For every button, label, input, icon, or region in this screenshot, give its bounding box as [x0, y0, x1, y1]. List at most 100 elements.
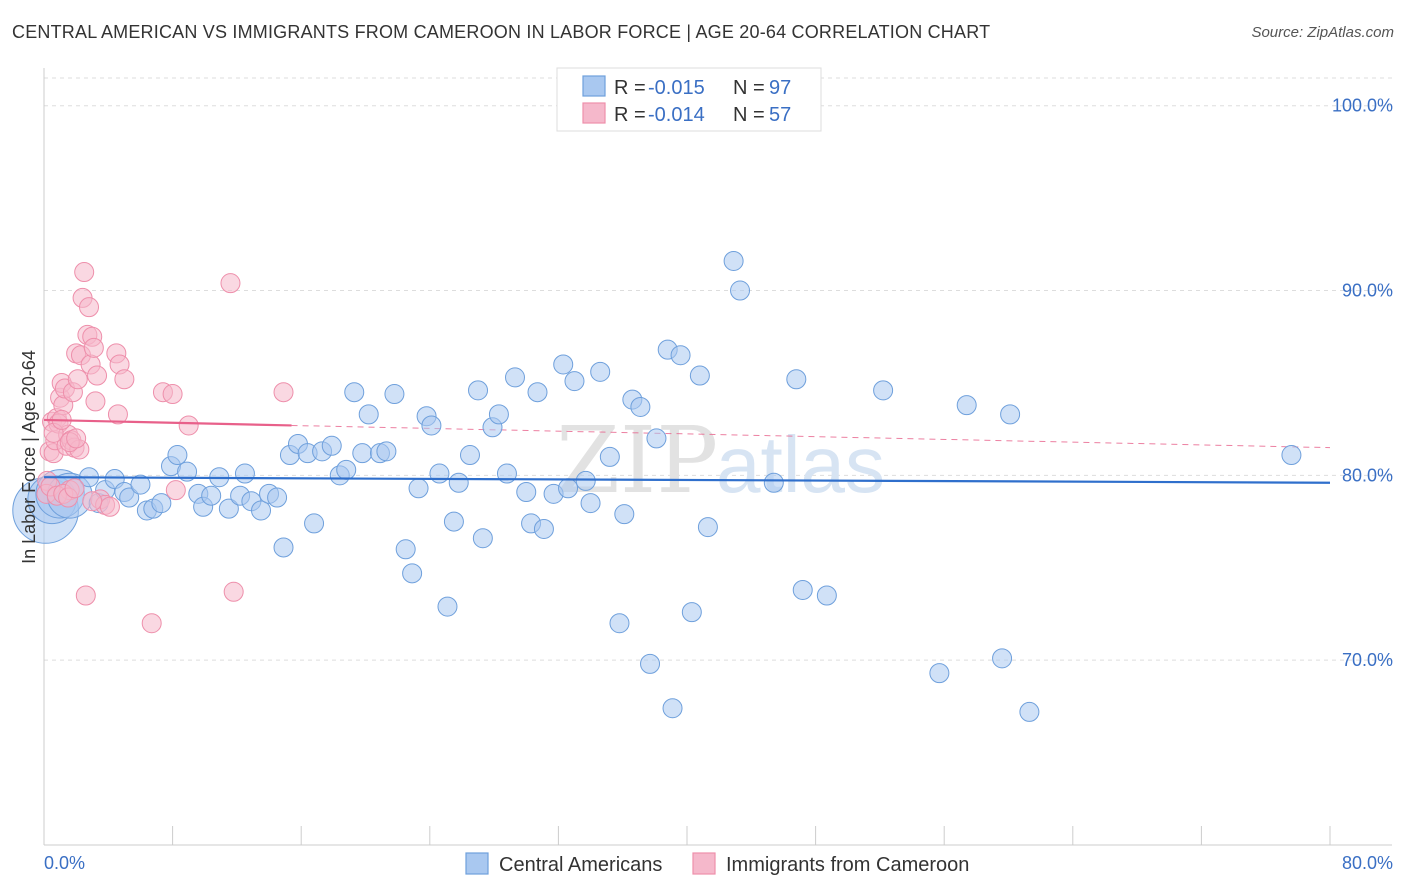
point-series0-93 — [1000, 404, 1021, 425]
point-series0-10 — [130, 474, 151, 495]
point-series1-41 — [165, 480, 186, 501]
legend-swatch-central-americans — [465, 852, 489, 875]
point-series0-62 — [533, 518, 554, 539]
series-legend: Central Americans Immigrants from Camero… — [465, 852, 969, 876]
trend-solid — [43, 418, 1331, 484]
point-series1-51 — [64, 478, 85, 499]
point-series0-84 — [730, 280, 751, 301]
point-series0-85 — [763, 472, 784, 493]
point-series0-67 — [575, 470, 596, 491]
point-series0-66 — [564, 371, 585, 392]
point-series0-53 — [468, 380, 489, 401]
point-series0-45 — [408, 478, 429, 499]
point-series0-69 — [590, 361, 611, 382]
point-series0-90 — [929, 663, 950, 684]
stats-legend: R = -0.015 N = 97 R = -0.014 N = 57 — [556, 67, 822, 132]
point-series1-33 — [99, 496, 120, 517]
point-series0-65 — [558, 478, 579, 499]
point-series0-83 — [723, 250, 744, 271]
point-series0-56 — [488, 404, 509, 425]
point-series0-79 — [670, 345, 691, 366]
grid — [44, 77, 1392, 661]
point-series0-21 — [218, 498, 239, 519]
point-series1-42 — [178, 415, 199, 436]
point-series0-68 — [580, 493, 601, 514]
point-series0-59 — [516, 481, 537, 502]
watermark-zip: ZIP — [556, 407, 718, 514]
point-series0-19 — [201, 485, 222, 506]
point-series0-9 — [119, 487, 140, 508]
point-series1-28 — [83, 337, 104, 358]
points — [12, 250, 1302, 722]
stats-legend-n-label-pink: N = — [733, 104, 765, 126]
point-series0-72 — [614, 504, 635, 525]
point-series0-76 — [646, 428, 667, 449]
point-series0-38 — [352, 443, 373, 464]
stats-legend-swatch-pink — [582, 102, 606, 124]
point-series0-27 — [267, 487, 288, 508]
trend-line-series1 — [43, 418, 292, 427]
point-series1-22 — [74, 262, 95, 283]
legend-label-central-americans: Central Americans — [499, 854, 662, 876]
y-tick-label-70: 70.0% — [1342, 650, 1393, 670]
stats-legend-r-label-pink: R = — [614, 104, 646, 126]
point-series0-48 — [429, 463, 450, 484]
point-series1-43 — [220, 273, 241, 294]
point-series0-91 — [956, 395, 977, 416]
point-series1-30 — [87, 365, 108, 386]
stats-legend-n-value-pink: 57 — [769, 104, 791, 126]
point-series1-18 — [67, 369, 88, 390]
point-series0-89 — [873, 380, 894, 401]
point-series0-52 — [459, 445, 480, 466]
point-series1-44 — [223, 581, 244, 602]
point-series1-29 — [85, 391, 106, 412]
point-series0-92 — [992, 648, 1013, 669]
trend-dashed — [291, 424, 1331, 449]
legend-label-immigrants-from-cameroon: Immigrants from Cameroon — [726, 854, 969, 876]
point-series0-87 — [792, 579, 813, 600]
point-series0-50 — [443, 511, 464, 532]
point-series1-37 — [114, 369, 135, 390]
point-series0-74 — [630, 396, 651, 417]
point-series0-23 — [234, 463, 255, 484]
point-series0-82 — [697, 517, 718, 538]
point-series1-35 — [107, 404, 128, 425]
point-series0-37 — [344, 382, 365, 403]
point-series0-34 — [321, 435, 342, 456]
point-series0-70 — [599, 446, 620, 467]
point-series0-28 — [273, 537, 294, 558]
stats-legend-n-value-blue: 97 — [769, 77, 791, 99]
point-series0-94 — [1019, 701, 1040, 722]
point-series0-75 — [640, 653, 661, 674]
point-series1-45 — [273, 382, 294, 403]
point-series0-58 — [504, 367, 525, 388]
point-series1-56 — [66, 428, 87, 449]
point-series0-36 — [336, 459, 357, 480]
point-series0-47 — [421, 415, 442, 436]
stats-legend-n-label-blue: N = — [733, 77, 765, 99]
point-series0-39 — [358, 404, 379, 425]
point-series0-42 — [384, 384, 405, 405]
point-series0-44 — [402, 563, 423, 584]
point-series1-23 — [75, 585, 96, 606]
point-series0-15 — [167, 445, 188, 466]
stats-legend-r-value-pink: -0.014 — [648, 104, 705, 126]
tick-labels: 70.0% 80.0% 90.0% 100.0% 0.0% 80.0% — [44, 96, 1393, 873]
stats-legend-r-label-blue: R = — [614, 77, 646, 99]
y-axis-label: In Labor Force | Age 20-64 — [19, 350, 39, 564]
point-series0-49 — [437, 596, 458, 617]
point-series0-16 — [177, 461, 198, 482]
point-series0-54 — [472, 528, 493, 549]
y-tick-label-80: 80.0% — [1342, 465, 1393, 485]
y-tick-label-100: 100.0% — [1332, 96, 1393, 116]
trend-line-series0 — [43, 476, 1331, 484]
point-series1-52 — [82, 491, 103, 512]
x-tick-label-0: 0.0% — [44, 853, 85, 873]
point-series0-32 — [304, 513, 325, 534]
point-series0-86 — [786, 369, 807, 390]
chart-title: CENTRAL AMERICAN VS IMMIGRANTS FROM CAME… — [12, 22, 991, 42]
y-tick-label-90: 90.0% — [1342, 281, 1393, 301]
stats-legend-r-value-blue: -0.015 — [648, 77, 705, 99]
trend-extension-series1 — [291, 424, 1331, 449]
